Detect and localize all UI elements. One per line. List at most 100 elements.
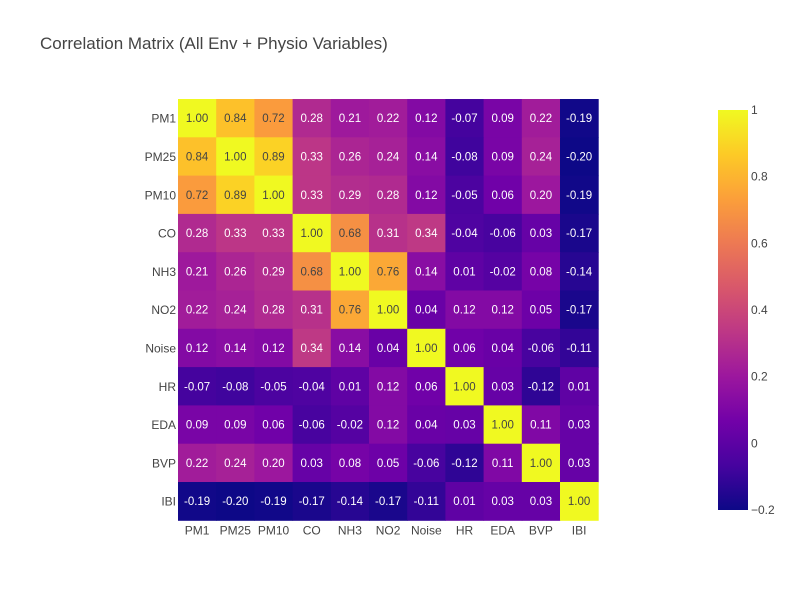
heatmap-cell-label: 1.00 [453,381,475,393]
y-axis-tick-labels: PM1 PM25 PM10 CO NH3 NO2 Noise HR EDA BVP IBI [145,112,177,509]
heatmap-cell-label: 1.00 [415,343,437,355]
heatmap-cell-CO-PM10 [254,213,294,253]
heatmap-cell-label: 0.24 [224,458,247,470]
heatmap-cell-label: 0.03 [530,228,552,240]
heatmap-cell-label: 0.03 [568,458,590,470]
heatmap-cell-label: 0.12 [415,190,437,202]
heatmap-cell-label: 0.22 [186,458,208,470]
heatmap-cell-PM10-PM10 [254,175,294,215]
heatmap-cell-label: 0.33 [224,228,246,240]
heatmap-cell-Noise-EDA [483,328,523,368]
heatmap-cell-label: 0.31 [377,228,399,240]
heatmap-cell-label: 0.12 [453,305,475,317]
heatmap-cell-label: -0.08 [451,151,477,163]
heatmap-cell-BVP-PM25 [216,443,255,483]
heatmap-cell-BVP-HR [445,443,485,483]
heatmap-cell-NH3-CO [292,252,332,291]
heatmap-cell-label: 0.14 [224,343,247,355]
heatmap-cell-label: 1.00 [186,113,208,125]
heatmap-cell-label: -0.02 [490,266,516,278]
heatmap-cell-PM10-BVP [521,175,561,215]
heatmap-cell-PM1-PM25 [216,99,255,138]
y-tick-label: EDA [151,418,176,432]
heatmap-cell-Noise-NO2 [369,328,408,368]
heatmap-cell-label: 0.09 [186,420,208,432]
heatmap-cell-label: 0.24 [530,151,553,163]
x-tick-label: NO2 [376,523,401,537]
heatmap-cell-label: -0.07 [184,381,210,393]
heatmap-cell-label: 0.01 [453,266,475,278]
x-tick-label: BVP [529,523,553,537]
heatmap-cell-label: 0.31 [301,305,323,317]
colorbar-tick-label: −0.2 [751,503,775,517]
heatmap-cell-label: 0.03 [492,496,514,508]
heatmap-cell-label: 0.12 [186,343,208,355]
heatmap-cell-PM25-PM10 [254,137,294,177]
heatmap-cell-label: -0.17 [566,305,592,317]
heatmap-cell-label: 0.01 [339,381,361,393]
heatmap-cell-label: -0.06 [413,458,439,470]
heatmap-cell-label: 0.08 [530,266,552,278]
heatmap-cell-label: 0.12 [492,305,514,317]
x-tick-label: Noise [411,523,442,537]
colorbar-tick-label: 0.2 [751,370,768,384]
heatmap-cell-EDA-NO2 [369,405,408,445]
heatmap-cell-NH3-PM1 [178,252,217,291]
heatmap-cell-label: -0.19 [566,190,592,202]
heatmap-cell-BVP-BVP [521,443,561,483]
heatmap-cell-PM10-IBI [560,175,599,215]
heatmap-cell-label: 0.04 [492,343,515,355]
heatmap-cell-PM25-NO2 [369,137,408,177]
heatmap-cell-HR-Noise [407,367,446,406]
heatmap-cell-label: 0.29 [262,266,284,278]
heatmap-cell-label: 0.22 [530,113,552,125]
heatmap-cell-label: 0.20 [530,190,552,202]
heatmap-cell-label: 0.29 [339,190,361,202]
heatmap-cell-PM10-NO2 [369,175,408,215]
heatmap-cell-label: 0.09 [224,420,246,432]
heatmap-cell-label: 0.05 [377,458,399,470]
heatmap-cell-HR-BVP [521,367,561,406]
heatmap-cell-label: 1.00 [530,458,552,470]
heatmap-cell-NO2-CO [292,290,332,330]
heatmap-cell-Noise-Noise [407,328,446,368]
heatmap-cell-PM25-Noise [407,137,446,177]
x-axis-tick-labels: PM1 PM25 PM10 CO NH3 NO2 Noise HR EDA BVP IBI [185,523,587,537]
heatmap-cell-label: -0.11 [566,343,591,355]
heatmap-cell-PM1-PM10 [254,99,294,138]
heatmap-cell-BVP-EDA [483,443,523,483]
heatmap-cell-label: 0.76 [377,266,399,278]
x-tick-label: PM25 [220,523,252,537]
heatmap-cell-CO-IBI [560,213,599,253]
y-tick-label: CO [158,227,176,241]
heatmap-cell-label: 0.72 [262,113,284,125]
heatmap-cell-label: 0.33 [262,228,284,240]
heatmap-cell-label: 0.89 [224,190,246,202]
y-tick-label: Noise [145,341,176,355]
heatmap-cell-label: 0.22 [186,305,208,317]
colorbar-tick-label: 0 [751,436,758,450]
heatmap-cell-BVP-NH3 [330,443,370,483]
heatmap-cell-CO-HR [445,213,485,253]
heatmap-cell-PM1-NO2 [369,99,408,138]
heatmap-cell-label: 0.24 [224,305,247,317]
heatmap-cell-Noise-PM1 [178,328,217,368]
heatmap-cell-Noise-BVP [521,328,561,368]
y-tick-label: NO2 [151,303,176,317]
heatmap-cell-label: 0.26 [224,266,246,278]
x-tick-label: NH3 [338,523,362,537]
heatmap-cell-label: 0.33 [301,151,323,163]
x-tick-label: HR [456,523,474,537]
heatmap-cell-label: -0.14 [337,496,364,508]
heatmap-cell-NH3-PM25 [216,252,255,291]
heatmap-cell-PM10-PM1 [178,175,217,215]
heatmap-cell-NO2-Noise [407,290,446,330]
heatmap-cell-EDA-HR [445,405,485,445]
heatmap-cell-Noise-CO [292,328,332,368]
heatmap-cell-NO2-PM10 [254,290,294,330]
heatmap-cell-NH3-IBI [560,252,599,291]
heatmap-cell-label: 0.08 [339,458,361,470]
heatmap-cell-NO2-NH3 [330,290,370,330]
heatmap-cell-NO2-EDA [483,290,523,330]
y-tick-label: PM25 [145,150,177,164]
